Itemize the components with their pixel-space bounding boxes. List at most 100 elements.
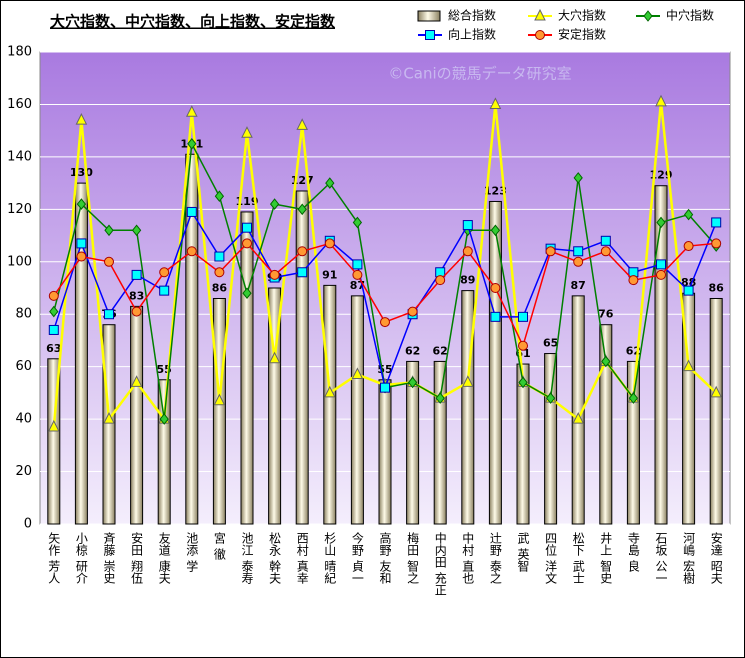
marker bbox=[269, 198, 280, 210]
y-tick-label: 80 bbox=[15, 307, 32, 322]
marker bbox=[214, 267, 225, 278]
marker bbox=[462, 246, 473, 257]
marker bbox=[711, 217, 722, 228]
marker bbox=[425, 30, 435, 40]
x-tick-label: 安達 昭夫 bbox=[709, 531, 723, 585]
legend-label: 大穴指数 bbox=[558, 8, 606, 23]
bar bbox=[544, 353, 558, 525]
marker bbox=[628, 275, 639, 286]
x-tick-label: 松下 武士 bbox=[571, 532, 585, 584]
data-label: 62 bbox=[405, 344, 420, 357]
x-tick-label: 矢作 芳人 bbox=[47, 532, 61, 584]
data-label: 76 bbox=[598, 308, 614, 321]
marker bbox=[545, 246, 556, 257]
x-tick-label: 小椋 研介 bbox=[74, 532, 88, 584]
legend-label: 中穴指数 bbox=[666, 8, 714, 23]
marker bbox=[75, 113, 88, 125]
data-label: 89 bbox=[460, 274, 475, 287]
marker bbox=[711, 238, 722, 249]
marker bbox=[435, 392, 445, 404]
marker bbox=[104, 309, 114, 320]
marker bbox=[682, 359, 695, 372]
x-tick-label: 石坂 公一 bbox=[654, 532, 668, 584]
x-tick-label: 梅田 智之 bbox=[406, 531, 420, 584]
marker bbox=[131, 224, 142, 237]
marker bbox=[242, 238, 252, 249]
bar bbox=[709, 297, 723, 525]
data-label: 91 bbox=[322, 268, 337, 281]
marker bbox=[461, 375, 474, 387]
marker bbox=[518, 376, 528, 389]
marker bbox=[159, 267, 170, 278]
bar bbox=[516, 363, 530, 525]
marker bbox=[380, 317, 390, 328]
marker bbox=[186, 206, 197, 217]
marker bbox=[131, 269, 142, 280]
marker bbox=[489, 97, 502, 109]
legend-label: 総合指数 bbox=[448, 8, 496, 23]
marker bbox=[269, 269, 280, 280]
marker bbox=[407, 306, 418, 317]
bar bbox=[74, 182, 88, 525]
legend-label: 向上指数 bbox=[448, 27, 496, 42]
marker bbox=[186, 246, 197, 257]
marker bbox=[213, 393, 226, 406]
bar bbox=[433, 360, 447, 525]
x-tick-label: 寺島 良 bbox=[626, 532, 640, 573]
y-tick-label: 60 bbox=[15, 359, 32, 374]
marker bbox=[325, 177, 335, 189]
bar bbox=[406, 360, 420, 525]
bar bbox=[378, 379, 392, 525]
x-tick-label: 今野 貞一 bbox=[350, 531, 364, 584]
bar bbox=[157, 379, 171, 525]
marker bbox=[545, 392, 556, 404]
watermark: ©Caniの競馬データ研究室 bbox=[388, 65, 571, 83]
marker bbox=[656, 216, 666, 229]
data-label: 65 bbox=[543, 337, 558, 350]
data-label: 130 bbox=[70, 166, 93, 179]
marker bbox=[710, 385, 723, 398]
marker bbox=[407, 376, 418, 389]
marker bbox=[49, 305, 59, 318]
marker bbox=[462, 220, 473, 231]
marker bbox=[297, 246, 308, 257]
marker bbox=[187, 137, 197, 150]
x-tick-label: 西村 真幸 bbox=[295, 532, 309, 584]
data-label: 62 bbox=[433, 344, 448, 357]
marker bbox=[600, 246, 611, 257]
marker bbox=[324, 238, 335, 249]
marker bbox=[76, 251, 87, 262]
x-tick-label: 高野 友和 bbox=[378, 531, 392, 584]
marker bbox=[103, 411, 115, 424]
marker bbox=[214, 251, 225, 262]
marker bbox=[490, 311, 501, 322]
x-tick-label: 宮 徹 bbox=[212, 531, 226, 560]
x-tick-label: 安田 翔伍 bbox=[130, 531, 144, 584]
bar bbox=[130, 305, 144, 525]
marker bbox=[534, 8, 546, 21]
marker bbox=[600, 235, 611, 246]
marker bbox=[573, 256, 584, 267]
marker bbox=[323, 385, 336, 398]
marker bbox=[47, 419, 60, 432]
marker bbox=[683, 285, 694, 296]
y-tick-label: 40 bbox=[15, 412, 32, 427]
legend-label: 安定指数 bbox=[558, 27, 606, 42]
legend-swatch bbox=[417, 10, 441, 22]
bar bbox=[212, 297, 226, 525]
marker bbox=[242, 222, 252, 233]
y-tick-label: 140 bbox=[7, 149, 32, 164]
marker bbox=[683, 208, 694, 221]
marker bbox=[628, 392, 639, 404]
marker bbox=[48, 324, 59, 335]
marker bbox=[242, 287, 252, 300]
data-label: 86 bbox=[709, 281, 725, 294]
bar bbox=[295, 190, 309, 525]
marker bbox=[352, 269, 363, 280]
marker bbox=[535, 30, 545, 40]
x-tick-label: 中村 直也 bbox=[461, 531, 475, 584]
x-tick-label: 友道 康夫 bbox=[157, 532, 171, 585]
bar bbox=[571, 295, 585, 525]
marker bbox=[104, 256, 114, 267]
marker bbox=[656, 259, 666, 270]
